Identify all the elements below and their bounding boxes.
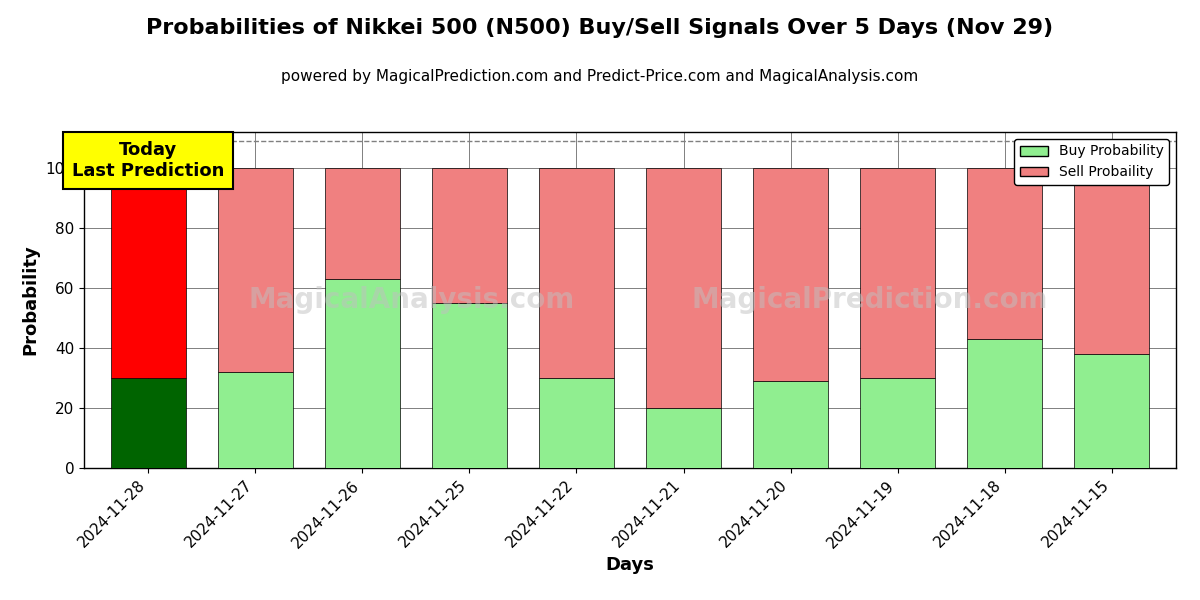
Bar [1074, 354, 1150, 468]
Text: Today
Last Prediction: Today Last Prediction [72, 141, 224, 180]
Bar [860, 378, 935, 468]
Bar [860, 168, 935, 378]
Bar [646, 168, 721, 408]
Bar [110, 378, 186, 468]
Bar [967, 168, 1042, 339]
Bar [432, 168, 506, 303]
Bar [325, 279, 400, 468]
Bar [539, 168, 614, 378]
Text: MagicalAnalysis.com: MagicalAnalysis.com [248, 286, 575, 314]
Bar [325, 168, 400, 279]
Y-axis label: Probability: Probability [22, 245, 40, 355]
Bar [110, 168, 186, 378]
Bar [432, 303, 506, 468]
Text: MagicalPrediction.com: MagicalPrediction.com [692, 286, 1049, 314]
X-axis label: Days: Days [606, 556, 654, 574]
Bar [218, 372, 293, 468]
Bar [539, 378, 614, 468]
Text: Probabilities of Nikkei 500 (N500) Buy/Sell Signals Over 5 Days (Nov 29): Probabilities of Nikkei 500 (N500) Buy/S… [146, 18, 1054, 38]
Text: powered by MagicalPrediction.com and Predict-Price.com and MagicalAnalysis.com: powered by MagicalPrediction.com and Pre… [281, 69, 919, 84]
Bar [754, 168, 828, 381]
Bar [967, 339, 1042, 468]
Legend: Buy Probability, Sell Probaility: Buy Probability, Sell Probaility [1014, 139, 1169, 185]
Bar [218, 168, 293, 372]
Bar [1074, 168, 1150, 354]
Bar [646, 408, 721, 468]
Bar [754, 381, 828, 468]
